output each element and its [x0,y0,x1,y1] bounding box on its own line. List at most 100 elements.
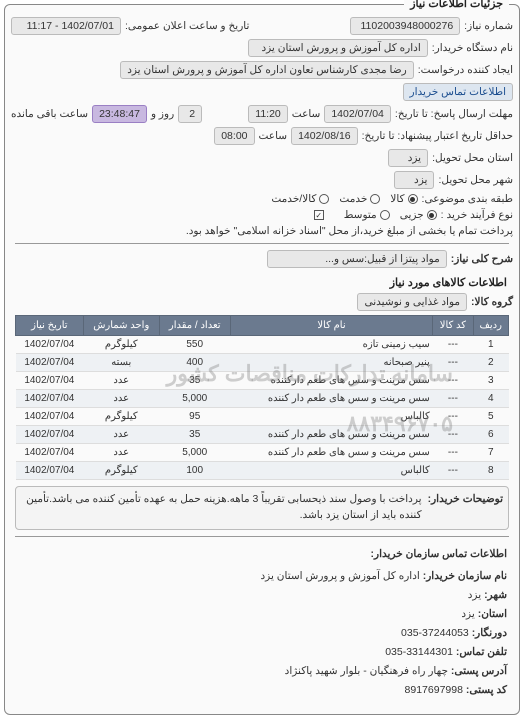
contact-city-label: شهر: [484,589,507,601]
items-heading: اطلاعات کالاهای مورد نیاز [17,276,507,289]
table-cell: 6 [473,426,509,444]
category-group: کالا خدمت کالا/خدمت [271,193,417,205]
countdown: 23:48:47 [92,105,147,123]
table-cell: 550 [159,336,230,354]
table-cell: 35 [159,372,230,390]
table-cell: سس مرینت و سس های طعم دارکننده [230,372,433,390]
row-requester: ایجاد کننده درخواست: رضا مجدی کارشناس تع… [11,61,513,101]
table-cell: عدد [83,390,159,408]
col-row: ردیف [473,316,509,336]
table-cell: 1402/07/04 [16,354,84,372]
table-cell: کالباس [230,462,433,480]
table-cell: 1402/07/04 [16,336,84,354]
treasury-checkbox[interactable] [314,210,324,220]
contact-zip-label: کد پستی: [466,684,507,696]
requester-label: ایجاد کننده درخواست: [418,64,513,76]
time-label-1: ساعت [292,108,321,120]
respond-due-date: 1402/07/04 [324,105,391,123]
row-respond-due: مهلت ارسال پاسخ: تا تاریخ: 1402/07/04 سا… [11,105,513,123]
table-cell: 1 [473,336,509,354]
table-cell: کیلوگرم [83,462,159,480]
loc-city-value: یزد [394,171,434,189]
panel-title: جزئیات اطلاعات نیاز [404,0,509,10]
row-buyer-org: نام دستگاه خریدار: اداره کل آموزش و پرور… [11,39,513,57]
table-cell: 5,000 [159,444,230,462]
proc-partial-radio[interactable]: جزیی [400,209,437,221]
table-cell: سس مرینت و سس های طعم دار کننده [230,426,433,444]
contact-addr-label: آدرس پستی: [451,665,507,677]
radio-dot-icon [319,194,329,204]
table-row: 2---پنیر صبحانه400بسته1402/07/04 [16,354,509,372]
table-cell: 3 [473,372,509,390]
buyer-contact-link[interactable]: اطلاعات تماس خریدار [403,83,513,101]
radio-dot-icon [408,194,418,204]
validity-date: 1402/08/16 [291,127,358,145]
table-cell: پنیر صبحانه [230,354,433,372]
need-details-panel: جزئیات اطلاعات نیاز شماره نیاز: 11020039… [4,4,520,715]
divider [15,536,509,537]
table-cell: --- [433,354,473,372]
col-qty: تعداد / مقدار [159,316,230,336]
req-no-value: 1102003948000276 [350,17,460,35]
contact-province-label: استان: [478,608,507,620]
table-cell: سس مرینت و سس های طعم دار کننده [230,444,433,462]
notes-text: پرداخت با وصول سند ذیحسابی تقریباً 3 ماه… [21,492,422,524]
table-cell: 5 [473,408,509,426]
contact-phone-label: دورنگار: [472,627,507,639]
table-cell: --- [433,336,473,354]
table-cell: 1402/07/04 [16,426,84,444]
radio-dot-icon [380,210,390,220]
table-cell: کیلوگرم [83,336,159,354]
table-cell: 1402/07/04 [16,390,84,408]
table-cell: 4 [473,390,509,408]
table-row: 4---سس مرینت و سس های طعم دار کننده5,000… [16,390,509,408]
loc-city-label: شهر محل تحویل: [438,174,513,186]
table-row: 8---کالباس100کیلوگرم1402/07/04 [16,462,509,480]
remain-label: ساعت باقی مانده [11,108,88,120]
table-cell: عدد [83,444,159,462]
notes-label: توضیحات خریدار: [428,492,503,524]
contact-addr: چهار راه فرهنگیان - بلوار شهید پاکنژاد [285,665,448,677]
table-cell: بسته [83,354,159,372]
radio-dot-icon [370,194,380,204]
row-req-no: شماره نیاز: 1102003948000276 تاریخ و ساع… [11,17,513,35]
buyer-org-value: اداره کل آموزش و پرورش استان یزد [248,39,428,57]
row-subject: شرح کلی نیاز: مواد پیتزا از قبیل:سس و... [11,250,513,268]
table-cell: 2 [473,354,509,372]
col-name: نام کالا [230,316,433,336]
table-cell: کالباس [230,408,433,426]
table-cell: --- [433,390,473,408]
contact-phone: 37244053-035 [401,627,469,639]
table-cell: 1402/07/04 [16,444,84,462]
loc-province-value: یزد [388,149,428,167]
table-cell: 400 [159,354,230,372]
remain-days: 2 [178,105,202,123]
table-cell: 1402/07/04 [16,372,84,390]
cat-service-radio[interactable]: خدمت [339,193,380,205]
proc-medium-radio[interactable]: متوسط [344,209,390,221]
table-cell: 100 [159,462,230,480]
table-cell: --- [433,444,473,462]
table-row: 6---سس مرینت و سس های طعم دار کننده35عدد… [16,426,509,444]
time-label-2: ساعت [259,130,288,142]
table-cell: 5,000 [159,390,230,408]
row-category: طبقه بندی موضوعی: کالا خدمت کالا/خدمت [11,193,513,205]
cat-goods-radio[interactable]: کالا [390,193,417,205]
table-cell: عدد [83,426,159,444]
category-label: طبقه بندی موضوعی: [422,193,513,205]
table-cell: 95 [159,408,230,426]
buyer-org-label: نام دستگاه خریدار: [432,42,513,54]
pay-note: پرداخت تمام یا بخشی از مبلغ خرید،از محل … [186,225,513,237]
process-group: جزیی متوسط [344,209,437,221]
contact-zip: 8917697998 [405,684,463,696]
cat-both-radio[interactable]: کالا/خدمت [271,193,329,205]
row-loc-city: شهر محل تحویل: یزد [11,171,513,189]
table-row: 7---سس مرینت و سس های طعم دار کننده5,000… [16,444,509,462]
table-cell: --- [433,408,473,426]
respond-due-time: 11:20 [248,105,288,123]
contact-city: یزد [468,589,481,601]
contact-heading: اطلاعات تماس سازمان خریدار: [17,545,507,564]
contact-org: اداره کل آموزش و پرورش استان یزد [260,570,419,582]
group-value: مواد غذایی و نوشیدنی [357,293,467,311]
subject-value: مواد پیتزا از قبیل:سس و... [267,250,447,268]
